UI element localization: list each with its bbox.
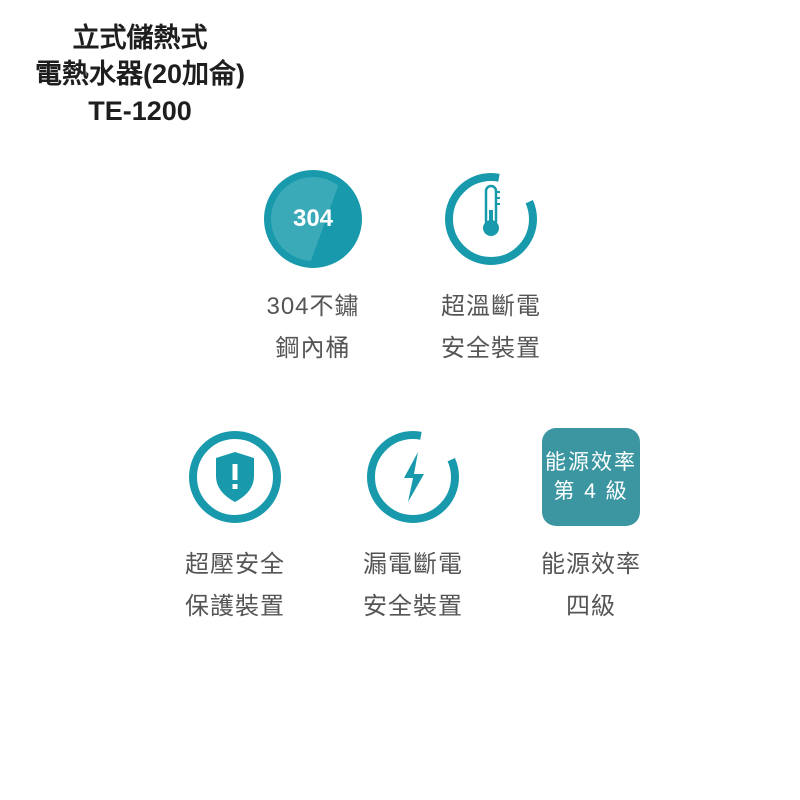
header-line2: 電熱水器(20加侖) xyxy=(35,56,245,92)
badge-line1: 能源效率 xyxy=(545,448,637,477)
energy-badge-icon: 能源效率 第 4 級 xyxy=(542,428,640,526)
icon-304-badge: 304 xyxy=(264,170,362,268)
header-line1: 立式儲熱式 xyxy=(35,20,245,56)
feature-leakage-cutoff: 漏電斷電 安全裝置 xyxy=(348,428,478,628)
product-header: 立式儲熱式 電熱水器(20加侖) TE-1200 xyxy=(35,20,245,129)
features-row-1: 304 304不鏽 鋼內桶 超溫斷電 安全裝置 xyxy=(248,170,556,370)
feature-label: 超溫斷電 安全裝置 xyxy=(441,286,541,370)
feature-label: 超壓安全 保護裝置 xyxy=(185,544,285,628)
icon-304-text: 304 xyxy=(293,205,333,233)
badge-line2: 第 4 級 xyxy=(553,477,628,506)
feature-label: 304不鏽 鋼內桶 xyxy=(266,286,359,370)
header-line3: TE-1200 xyxy=(35,93,245,129)
features-row-2: 超壓安全 保護裝置 漏電斷電 安全裝置 能源效率 第 4 級 能源效率 四級 xyxy=(170,428,656,628)
feature-energy-level: 能源效率 第 4 級 能源效率 四級 xyxy=(526,428,656,628)
feature-304-steel: 304 304不鏽 鋼內桶 xyxy=(248,170,378,370)
feature-label: 漏電斷電 安全裝置 xyxy=(363,544,463,628)
shield-warning-icon xyxy=(186,428,284,526)
feature-label: 能源效率 四級 xyxy=(541,544,641,628)
thermometer-power-icon xyxy=(442,170,540,268)
bolt-power-icon xyxy=(364,428,462,526)
feature-overtemp-cutoff: 超溫斷電 安全裝置 xyxy=(426,170,556,370)
feature-overpressure: 超壓安全 保護裝置 xyxy=(170,428,300,628)
